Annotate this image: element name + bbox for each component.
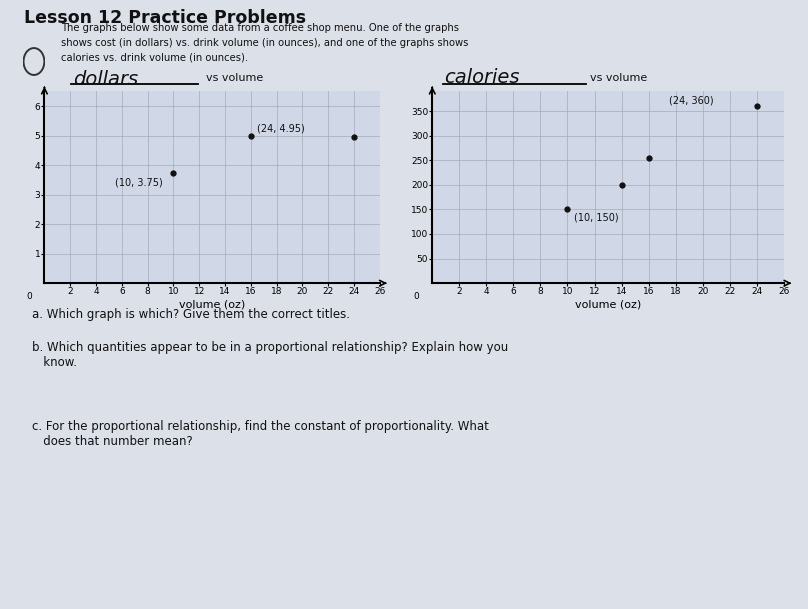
X-axis label: volume (oz): volume (oz): [575, 299, 641, 309]
Text: b. Which quantities appear to be in a proportional relationship? Explain how you: b. Which quantities appear to be in a pr…: [32, 341, 508, 354]
Text: c. For the proportional relationship, find the constant of proportionality. What: c. For the proportional relationship, fi…: [32, 420, 489, 433]
Text: a. Which graph is which? Give them the correct titles.: a. Which graph is which? Give them the c…: [32, 308, 351, 320]
Text: (10, 3.75): (10, 3.75): [116, 178, 163, 188]
Text: 0: 0: [26, 292, 32, 301]
Text: The graphs below show some data from a coffee shop menu. One of the graphs: The graphs below show some data from a c…: [61, 23, 459, 33]
Text: (24, 360): (24, 360): [669, 96, 713, 105]
Text: vs volume: vs volume: [590, 73, 647, 83]
Text: vs volume: vs volume: [206, 73, 263, 83]
Text: dollars: dollars: [73, 70, 138, 89]
Text: 0: 0: [413, 292, 419, 301]
Text: calories vs. drink volume (in ounces).: calories vs. drink volume (in ounces).: [61, 52, 248, 62]
Text: shows cost (in dollars) vs. drink volume (in ounces), and one of the graphs show: shows cost (in dollars) vs. drink volume…: [61, 38, 468, 48]
X-axis label: volume (oz): volume (oz): [179, 299, 245, 309]
Text: (10, 150): (10, 150): [574, 212, 619, 222]
Text: calories: calories: [444, 68, 520, 87]
Text: (24, 4.95): (24, 4.95): [257, 123, 305, 133]
Text: does that number mean?: does that number mean?: [32, 435, 193, 448]
Text: Lesson 12 Practice Problems: Lesson 12 Practice Problems: [24, 9, 306, 27]
Text: know.: know.: [32, 356, 78, 369]
